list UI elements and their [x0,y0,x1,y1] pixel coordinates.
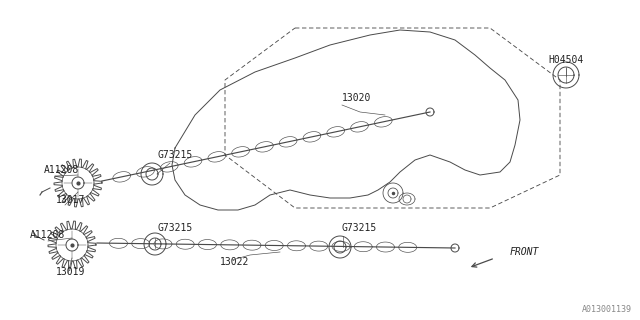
Text: 13022: 13022 [220,257,250,267]
Text: G73215: G73215 [342,223,377,233]
Text: 13019: 13019 [56,267,85,277]
Text: A11208: A11208 [30,230,65,240]
Text: H04504: H04504 [548,55,583,65]
Text: A013001139: A013001139 [582,305,632,314]
Text: G73215: G73215 [158,150,193,160]
Text: 13020: 13020 [342,93,371,103]
Text: G73215: G73215 [158,223,193,233]
Text: FRONT: FRONT [510,247,540,257]
Text: A11208: A11208 [44,165,79,175]
Text: 13017: 13017 [56,195,85,205]
